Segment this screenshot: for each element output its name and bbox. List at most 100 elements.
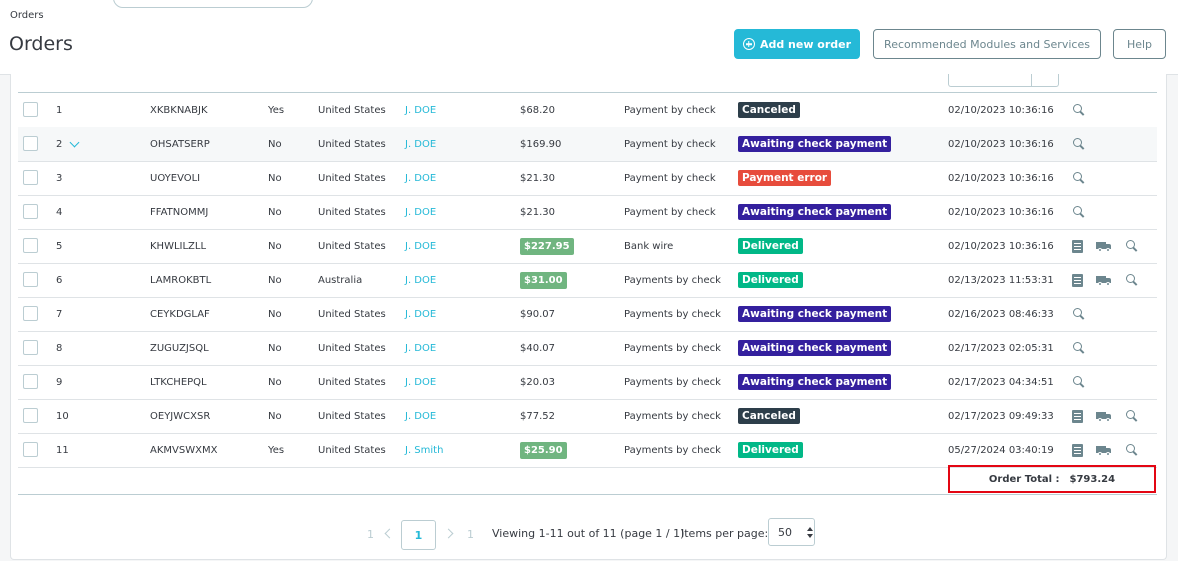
view-zoom-icon[interactable] bbox=[1125, 443, 1139, 457]
table-row[interactable]: 1 XKBKNABJK Yes United States J. DOE $68.20 Pa… bbox=[18, 93, 1157, 128]
status-cell[interactable]: Awaiting check payment bbox=[738, 331, 892, 365]
date-filter-input[interactable] bbox=[948, 74, 1059, 87]
table-row[interactable]: 10 OEYJWCXSR No United States J. DOE $77.52 Pa… bbox=[18, 399, 1157, 434]
order-id-cell: 1 bbox=[56, 93, 62, 127]
order-date: 02/17/2023 02:05:31 bbox=[948, 342, 1054, 354]
table-row[interactable]: 9 LTKCHEPQL No United States J. DOE $20.03 Pay… bbox=[18, 365, 1157, 400]
status-badge[interactable]: Delivered bbox=[738, 272, 803, 288]
row-actions bbox=[1072, 93, 1099, 127]
delivery-truck-icon[interactable] bbox=[1096, 240, 1112, 252]
view-zoom-icon[interactable] bbox=[1072, 307, 1086, 321]
status-cell[interactable]: Canceled bbox=[738, 93, 800, 127]
delivery-truck-icon[interactable] bbox=[1096, 444, 1112, 456]
pagination-current-page[interactable]: 1 bbox=[401, 520, 436, 550]
pagination-first[interactable]: 1 bbox=[367, 528, 374, 541]
order-date: 02/17/2023 04:34:51 bbox=[948, 376, 1054, 388]
recommended-modules-button[interactable]: Recommended Modules and Services bbox=[873, 29, 1101, 59]
status-cell[interactable]: Awaiting check payment bbox=[738, 297, 892, 331]
table-row[interactable]: 7 CEYKDGLAF No United States J. DOE $90.07 Pay… bbox=[18, 297, 1157, 332]
view-zoom-icon[interactable] bbox=[1072, 341, 1086, 355]
invoice-icon[interactable] bbox=[1072, 273, 1083, 287]
delivery-country: United States bbox=[318, 240, 386, 252]
status-badge[interactable]: Delivered bbox=[738, 238, 803, 254]
customer-link[interactable]: J. DOE bbox=[405, 274, 437, 286]
row-checkbox[interactable] bbox=[23, 340, 38, 355]
invoice-icon[interactable] bbox=[1072, 239, 1083, 253]
table-row[interactable]: 11 AKMVSWXMX Yes United States J. Smith $25.9… bbox=[18, 433, 1157, 468]
status-cell[interactable]: Canceled bbox=[738, 399, 800, 433]
status-badge[interactable]: Awaiting check payment bbox=[738, 306, 892, 322]
status-cell[interactable]: Awaiting check payment bbox=[738, 127, 892, 161]
help-button[interactable]: Help bbox=[1113, 29, 1166, 59]
table-row[interactable]: 4 FFATNOMMJ No United States J. DOE $21.30 Pay… bbox=[18, 195, 1157, 230]
customer-link[interactable]: J. DOE bbox=[405, 342, 437, 354]
status-cell[interactable]: Delivered bbox=[738, 433, 803, 467]
search-input[interactable] bbox=[113, 0, 313, 8]
order-id: 3 bbox=[56, 172, 63, 184]
customer-link[interactable]: J. DOE bbox=[405, 376, 437, 388]
status-cell[interactable]: Delivered bbox=[738, 229, 803, 263]
view-zoom-icon[interactable] bbox=[1125, 239, 1139, 253]
status-badge[interactable]: Delivered bbox=[738, 442, 803, 458]
delivery-country: United States bbox=[318, 172, 386, 184]
row-checkbox[interactable] bbox=[23, 306, 38, 321]
delivery-truck-icon[interactable] bbox=[1096, 410, 1112, 422]
status-cell[interactable]: Awaiting check payment bbox=[738, 195, 892, 229]
view-zoom-icon[interactable] bbox=[1072, 205, 1086, 219]
view-zoom-icon[interactable] bbox=[1072, 103, 1086, 117]
items-per-page-select[interactable]: 50 bbox=[768, 518, 815, 546]
invoice-icon[interactable] bbox=[1072, 409, 1083, 423]
table-row[interactable]: 8 ZUGUZJSQL No United States J. DOE $40.07 Pay… bbox=[18, 331, 1157, 366]
customer-link[interactable]: J. DOE bbox=[405, 206, 437, 218]
customer-link[interactable]: J. Smith bbox=[405, 444, 444, 456]
order-reference: FFATNOMMJ bbox=[150, 206, 209, 218]
invoice-icon[interactable] bbox=[1072, 443, 1083, 457]
row-checkbox[interactable] bbox=[23, 408, 38, 423]
status-cell[interactable]: Awaiting check payment bbox=[738, 365, 892, 399]
status-badge[interactable]: Canceled bbox=[738, 102, 800, 118]
view-zoom-icon[interactable] bbox=[1125, 409, 1139, 423]
status-badge[interactable]: Payment error bbox=[738, 170, 832, 186]
row-checkbox[interactable] bbox=[23, 272, 38, 287]
table-row[interactable]: 5 KHWLILZLL No United States J. DOE $227.95 Ba… bbox=[18, 229, 1157, 264]
breadcrumb[interactable]: Orders bbox=[10, 10, 44, 21]
row-checkbox[interactable] bbox=[23, 238, 38, 253]
order-total-amount: $68.20 bbox=[520, 104, 555, 116]
status-badge[interactable]: Awaiting check payment bbox=[738, 340, 892, 356]
view-zoom-icon[interactable] bbox=[1072, 171, 1086, 185]
order-total-label: Order Total : bbox=[988, 473, 1060, 485]
status-badge[interactable]: Awaiting check payment bbox=[738, 136, 892, 152]
view-zoom-icon[interactable] bbox=[1072, 137, 1086, 151]
customer-link[interactable]: J. DOE bbox=[405, 172, 437, 184]
order-id-cell: 8 bbox=[56, 331, 62, 365]
chevron-down-icon[interactable] bbox=[69, 137, 80, 147]
status-badge[interactable]: Awaiting check payment bbox=[738, 374, 892, 390]
customer-link[interactable]: J. DOE bbox=[405, 240, 437, 252]
row-checkbox[interactable] bbox=[23, 170, 38, 185]
new-client: No bbox=[268, 138, 282, 150]
table-row[interactable]: 3 UOYEVOLI No United States J. DOE $21.30 Paym… bbox=[18, 161, 1157, 196]
row-checkbox[interactable] bbox=[23, 136, 38, 151]
table-row[interactable]: 2 OHSATSERP No United States J. DOE $169.90 Pa… bbox=[18, 127, 1157, 162]
status-cell[interactable]: Delivered bbox=[738, 263, 803, 297]
status-cell[interactable]: Payment error bbox=[738, 161, 832, 195]
add-new-order-button[interactable]: Add new order bbox=[734, 29, 860, 59]
row-checkbox[interactable] bbox=[23, 442, 38, 457]
pagination-last[interactable]: 1 bbox=[467, 528, 474, 541]
payment-method: Payment by check bbox=[624, 138, 716, 150]
status-badge[interactable]: Awaiting check payment bbox=[738, 204, 892, 220]
row-checkbox[interactable] bbox=[23, 204, 38, 219]
customer-link[interactable]: J. DOE bbox=[405, 308, 437, 320]
view-zoom-icon[interactable] bbox=[1125, 273, 1139, 287]
customer-link[interactable]: J. DOE bbox=[405, 138, 437, 150]
customer-link[interactable]: J. DOE bbox=[405, 410, 437, 422]
view-zoom-icon[interactable] bbox=[1072, 375, 1086, 389]
status-badge[interactable]: Canceled bbox=[738, 408, 800, 424]
payment-method: Payments by check bbox=[624, 410, 721, 422]
order-total-cell: $21.30 bbox=[520, 161, 555, 195]
customer-link[interactable]: J. DOE bbox=[405, 104, 437, 116]
table-row[interactable]: 6 LAMROKBTL No Australia J. DOE $31.00 Payment… bbox=[18, 263, 1157, 298]
row-checkbox[interactable] bbox=[23, 374, 38, 389]
delivery-truck-icon[interactable] bbox=[1096, 274, 1112, 286]
row-checkbox[interactable] bbox=[23, 102, 38, 117]
